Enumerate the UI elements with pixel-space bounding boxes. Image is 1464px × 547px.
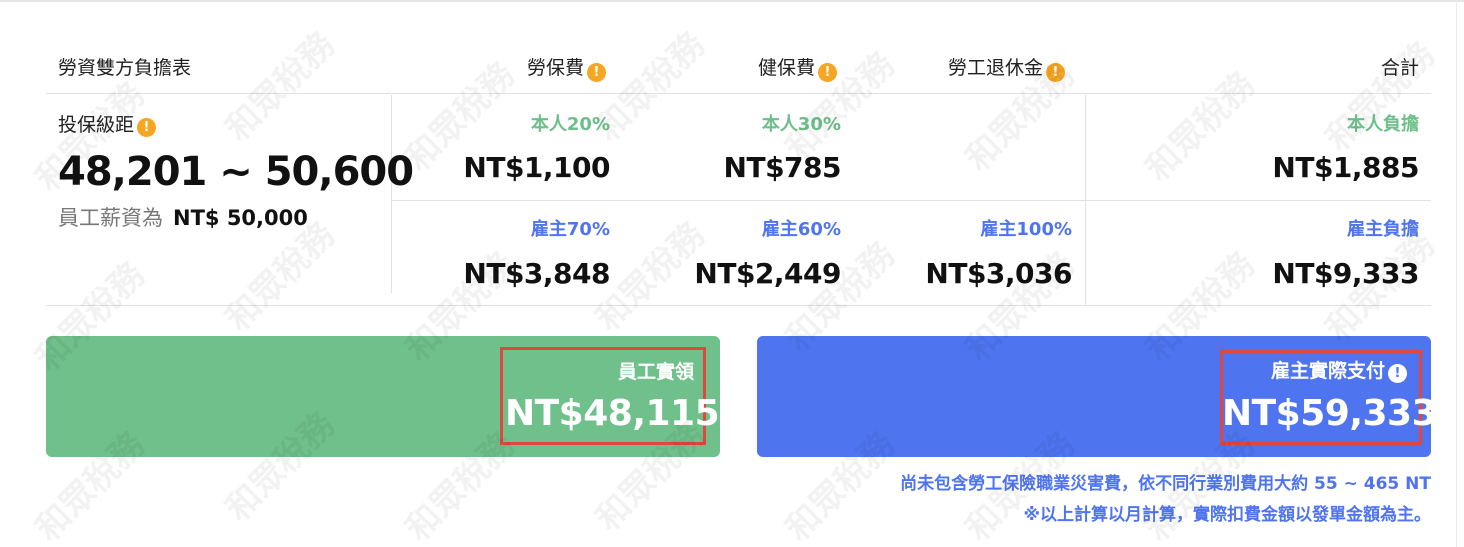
- health-insurance-header: 健保費!: [758, 56, 838, 82]
- note-monthly-calc: ※以上計算以月計算，實際扣費金額以發單金額為主。: [1023, 505, 1431, 525]
- pension-header-label: 勞工退休金: [948, 57, 1044, 79]
- employee-total-amount: NT$1,885: [1272, 151, 1419, 184]
- column-divider-right: [1085, 95, 1086, 305]
- employer-total-label: 雇主負擔: [1347, 219, 1419, 240]
- row-divider: [391, 200, 1431, 201]
- salary-label: 員工薪資為: [58, 206, 163, 230]
- right-divider: [1456, 0, 1457, 547]
- employer-health-label: 雇主60%: [761, 219, 841, 240]
- employer-health-amount: NT$2,449: [694, 257, 841, 290]
- employee-labor-amount: NT$1,100: [463, 151, 610, 184]
- info-icon[interactable]: !: [1046, 63, 1066, 82]
- header-divider: [46, 93, 1431, 94]
- info-icon[interactable]: !: [587, 63, 607, 82]
- info-icon[interactable]: !: [818, 63, 838, 82]
- info-icon[interactable]: !: [137, 118, 157, 137]
- pension-header: 勞工退休金!: [948, 56, 1066, 82]
- employer-pay-value: NT$59,333: [1222, 393, 1437, 434]
- salary-line: 員工薪資為 NT$ 50,000: [58, 204, 308, 232]
- employer-pay-highlight: [1220, 350, 1422, 445]
- watermark-text: 和眾稅務: [1318, 34, 1443, 160]
- table-title: 勞資雙方負擔表: [58, 57, 192, 79]
- employee-health-label: 本人30%: [761, 114, 841, 135]
- info-icon[interactable]: !: [1388, 364, 1407, 383]
- employer-labor-amount: NT$3,848: [463, 257, 610, 290]
- employer-pension-label: 雇主100%: [980, 219, 1072, 240]
- employee-net-value: NT$48,115: [505, 393, 720, 434]
- health-insurance-header-label: 健保費: [758, 57, 816, 79]
- total-header: 合計: [1380, 57, 1419, 79]
- employee-net-card: [46, 336, 720, 457]
- employee-labor-label: 本人20%: [530, 114, 610, 135]
- watermark-text: 和眾稅務: [218, 24, 343, 150]
- employer-total-amount: NT$9,333: [1272, 257, 1419, 290]
- employer-labor-label: 雇主70%: [530, 219, 610, 240]
- employee-net-label: 員工實領: [617, 361, 694, 383]
- bracket-range: 48,201 ~ 50,600: [58, 149, 414, 195]
- employer-pay-label: 雇主實際支付: [1270, 360, 1385, 382]
- employer-pension-amount: NT$3,036: [925, 257, 1072, 290]
- table-bottom-divider: [46, 305, 1431, 306]
- column-divider-left: [391, 95, 392, 293]
- labor-insurance-header: 勞保費!: [527, 56, 607, 82]
- note-occupational-hazard: 尚未包含勞工保險職業災害費，依不同行業別費用大約 55 ~ 465 NT: [900, 474, 1431, 494]
- labor-insurance-header-label: 勞保費: [527, 57, 585, 79]
- bracket-label-group: 投保級距!: [58, 113, 157, 137]
- salary-value: NT$ 50,000: [173, 206, 308, 230]
- employee-total-label: 本人負擔: [1347, 114, 1419, 135]
- top-divider: [0, 0, 1464, 2]
- employee-health-amount: NT$785: [723, 151, 842, 184]
- employer-pay-card: [757, 336, 1431, 457]
- employer-pay-label-group: 雇主實際支付!: [1230, 359, 1407, 383]
- bracket-label: 投保級距: [58, 114, 135, 136]
- employee-net-highlight: [500, 347, 706, 445]
